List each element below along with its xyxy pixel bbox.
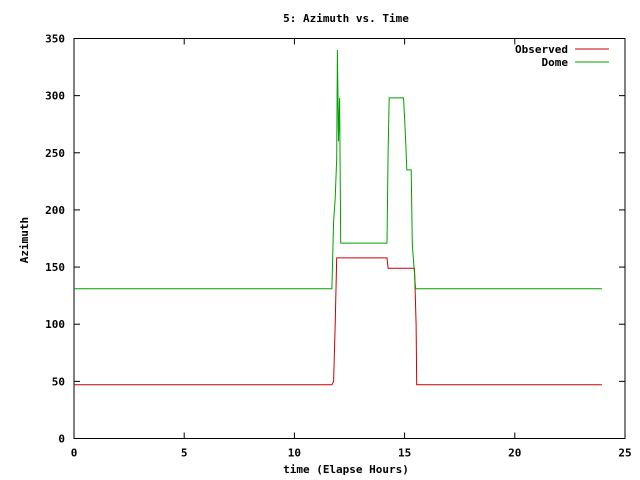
chart-title: 5: Azimuth vs. Time [283, 12, 409, 25]
y-tick-label: 300 [45, 90, 65, 103]
y-tick-label: 150 [45, 261, 65, 274]
y-tick-label: 250 [45, 147, 65, 160]
series-line-dome [74, 49, 602, 290]
series-layer [74, 49, 602, 386]
legend-label: Observed [515, 43, 568, 56]
y-tick-label: 50 [52, 375, 65, 388]
x-axis-label: time (Elapse Hours) [283, 463, 409, 476]
x-axis: 0 5 10 15 20 25 [71, 38, 632, 460]
x-tick-label: 0 [71, 447, 78, 460]
y-axis-label: Azimuth [18, 217, 31, 263]
x-tick-label: 5 [181, 447, 188, 460]
x-tick-label: 15 [398, 447, 411, 460]
series-line-observed [74, 257, 602, 386]
x-tick-label: 20 [508, 447, 521, 460]
y-tick-label: 0 [58, 433, 65, 446]
legend-label: Dome [542, 56, 569, 69]
x-tick-label: 25 [618, 447, 631, 460]
y-tick-label: 350 [45, 33, 65, 46]
plot-frame [73, 38, 626, 439]
x-tick-label: 10 [288, 447, 301, 460]
y-tick-label: 100 [45, 318, 65, 331]
y-tick-label: 200 [45, 204, 65, 217]
y-axis: 0 50 100 150 200 250 300 350 [45, 33, 625, 446]
